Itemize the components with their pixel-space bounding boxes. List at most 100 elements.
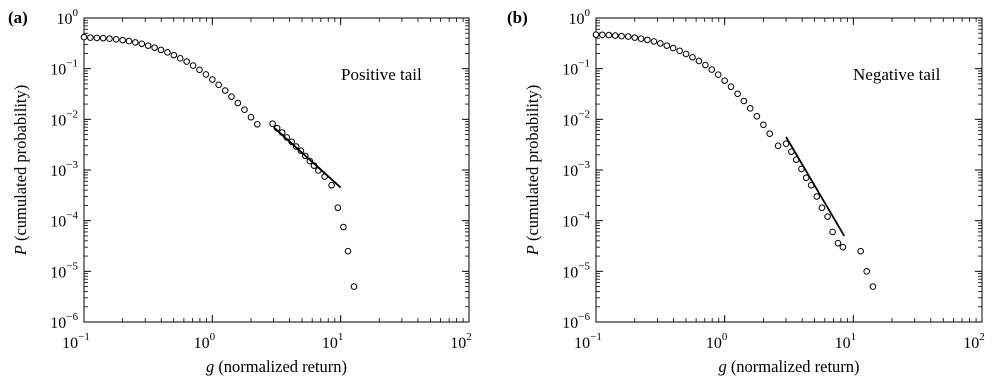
x-axis-label: g (normalized return) <box>718 357 859 376</box>
data-point <box>740 97 748 105</box>
data-point <box>119 36 126 44</box>
data-point <box>196 66 203 74</box>
y-tick-label: 100 <box>569 7 591 28</box>
data-point <box>818 204 826 212</box>
data-point <box>637 35 645 43</box>
data-point <box>215 81 222 89</box>
chart-panel-b: 10−1 100 101 102 10−6 10−5 10−4 10−3 10−2 10−1 100… <box>507 7 985 376</box>
data-point <box>813 193 821 200</box>
data-point <box>99 34 107 42</box>
power-law-fit-line <box>272 126 342 189</box>
data-point <box>87 34 94 41</box>
y-tick-label: 10−1 <box>50 58 78 79</box>
data-point <box>774 142 782 150</box>
data-point <box>753 112 761 120</box>
x-tick-label: 101 <box>322 331 344 352</box>
y-tick-label: 10−2 <box>562 108 590 129</box>
data-point <box>766 130 774 138</box>
x-tick-label: 10−1 <box>574 331 602 352</box>
y-tick-label: 10−2 <box>50 108 78 129</box>
data-point <box>760 121 767 129</box>
data-point <box>746 105 754 112</box>
y-tick-label: 10−3 <box>562 159 590 180</box>
data-point <box>189 62 197 69</box>
data-point <box>734 90 741 98</box>
data-point <box>170 51 178 59</box>
data-point <box>618 32 625 40</box>
data-point <box>708 66 716 73</box>
data-point <box>644 36 651 44</box>
data-point <box>138 40 146 48</box>
data-point <box>234 99 242 107</box>
data-point <box>131 39 139 46</box>
tail-annotation: Negative tail <box>853 65 941 84</box>
y-tick-label: 10−6 <box>50 311 78 332</box>
data-point <box>839 243 847 251</box>
data-point <box>605 31 613 39</box>
y-tick-label: 10−4 <box>50 210 78 231</box>
panel-label: (a) <box>8 8 28 27</box>
data-point <box>340 223 347 231</box>
data-point <box>669 44 677 52</box>
y-tick-label: 100 <box>57 7 79 28</box>
y-axis-label: P (cumulated probability) <box>11 85 30 256</box>
data-point <box>592 31 600 38</box>
data-point <box>857 247 864 255</box>
plot-frame <box>83 17 470 323</box>
x-tick-label: 102 <box>450 331 472 352</box>
data-point <box>157 46 165 54</box>
data-point <box>176 55 184 62</box>
power-law-fit-line <box>785 136 846 237</box>
data-point <box>834 239 842 247</box>
data-point <box>824 213 831 220</box>
data-point <box>106 35 113 43</box>
data-point <box>151 44 158 51</box>
data-point <box>624 33 632 40</box>
data-point <box>183 58 190 65</box>
data-point <box>247 113 255 121</box>
data-point <box>350 283 358 290</box>
chart-panel-a: 10−1 100 101 102 10−6 10−5 10−4 10−3 10−2 10−1 100… <box>8 7 472 376</box>
y-tick-label: 10−1 <box>562 58 590 79</box>
data-point <box>682 50 690 58</box>
data-point <box>221 87 229 94</box>
y-tick-label: 10−4 <box>562 210 590 231</box>
data-point <box>782 140 790 148</box>
data-point <box>869 283 877 290</box>
data-point <box>80 33 88 41</box>
x-tick-label: 100 <box>194 331 216 352</box>
data-point <box>344 247 352 255</box>
data-point <box>228 93 235 100</box>
data-point <box>599 31 606 39</box>
data-point <box>112 35 120 43</box>
data-point <box>328 181 335 189</box>
data-point <box>689 53 696 61</box>
data-point <box>650 38 658 45</box>
y-tick-label: 10−3 <box>50 159 78 180</box>
y-axis-label: P (cumulated probability) <box>523 85 542 256</box>
data-point <box>202 71 210 78</box>
data-point <box>676 47 683 55</box>
data-point <box>663 42 671 49</box>
data-point <box>269 120 276 128</box>
data-point <box>631 34 639 41</box>
y-tick-label: 10−6 <box>562 311 590 332</box>
x-tick-label: 101 <box>835 331 857 352</box>
data-point <box>611 32 619 39</box>
data-point <box>695 57 703 65</box>
data-point <box>144 42 152 49</box>
x-tick-label: 100 <box>706 331 728 352</box>
y-tick-label: 10−5 <box>562 260 590 281</box>
data-point <box>125 37 133 45</box>
data-point <box>721 77 728 84</box>
data-point <box>802 174 810 182</box>
data-point <box>829 228 836 236</box>
y-tick-label: 10−5 <box>50 260 78 281</box>
data-point <box>863 268 870 275</box>
data-point <box>253 120 261 128</box>
panel-label: (b) <box>507 8 528 27</box>
data-point <box>241 106 248 113</box>
plot-frame <box>595 17 983 323</box>
x-tick-label: 102 <box>963 331 985 352</box>
